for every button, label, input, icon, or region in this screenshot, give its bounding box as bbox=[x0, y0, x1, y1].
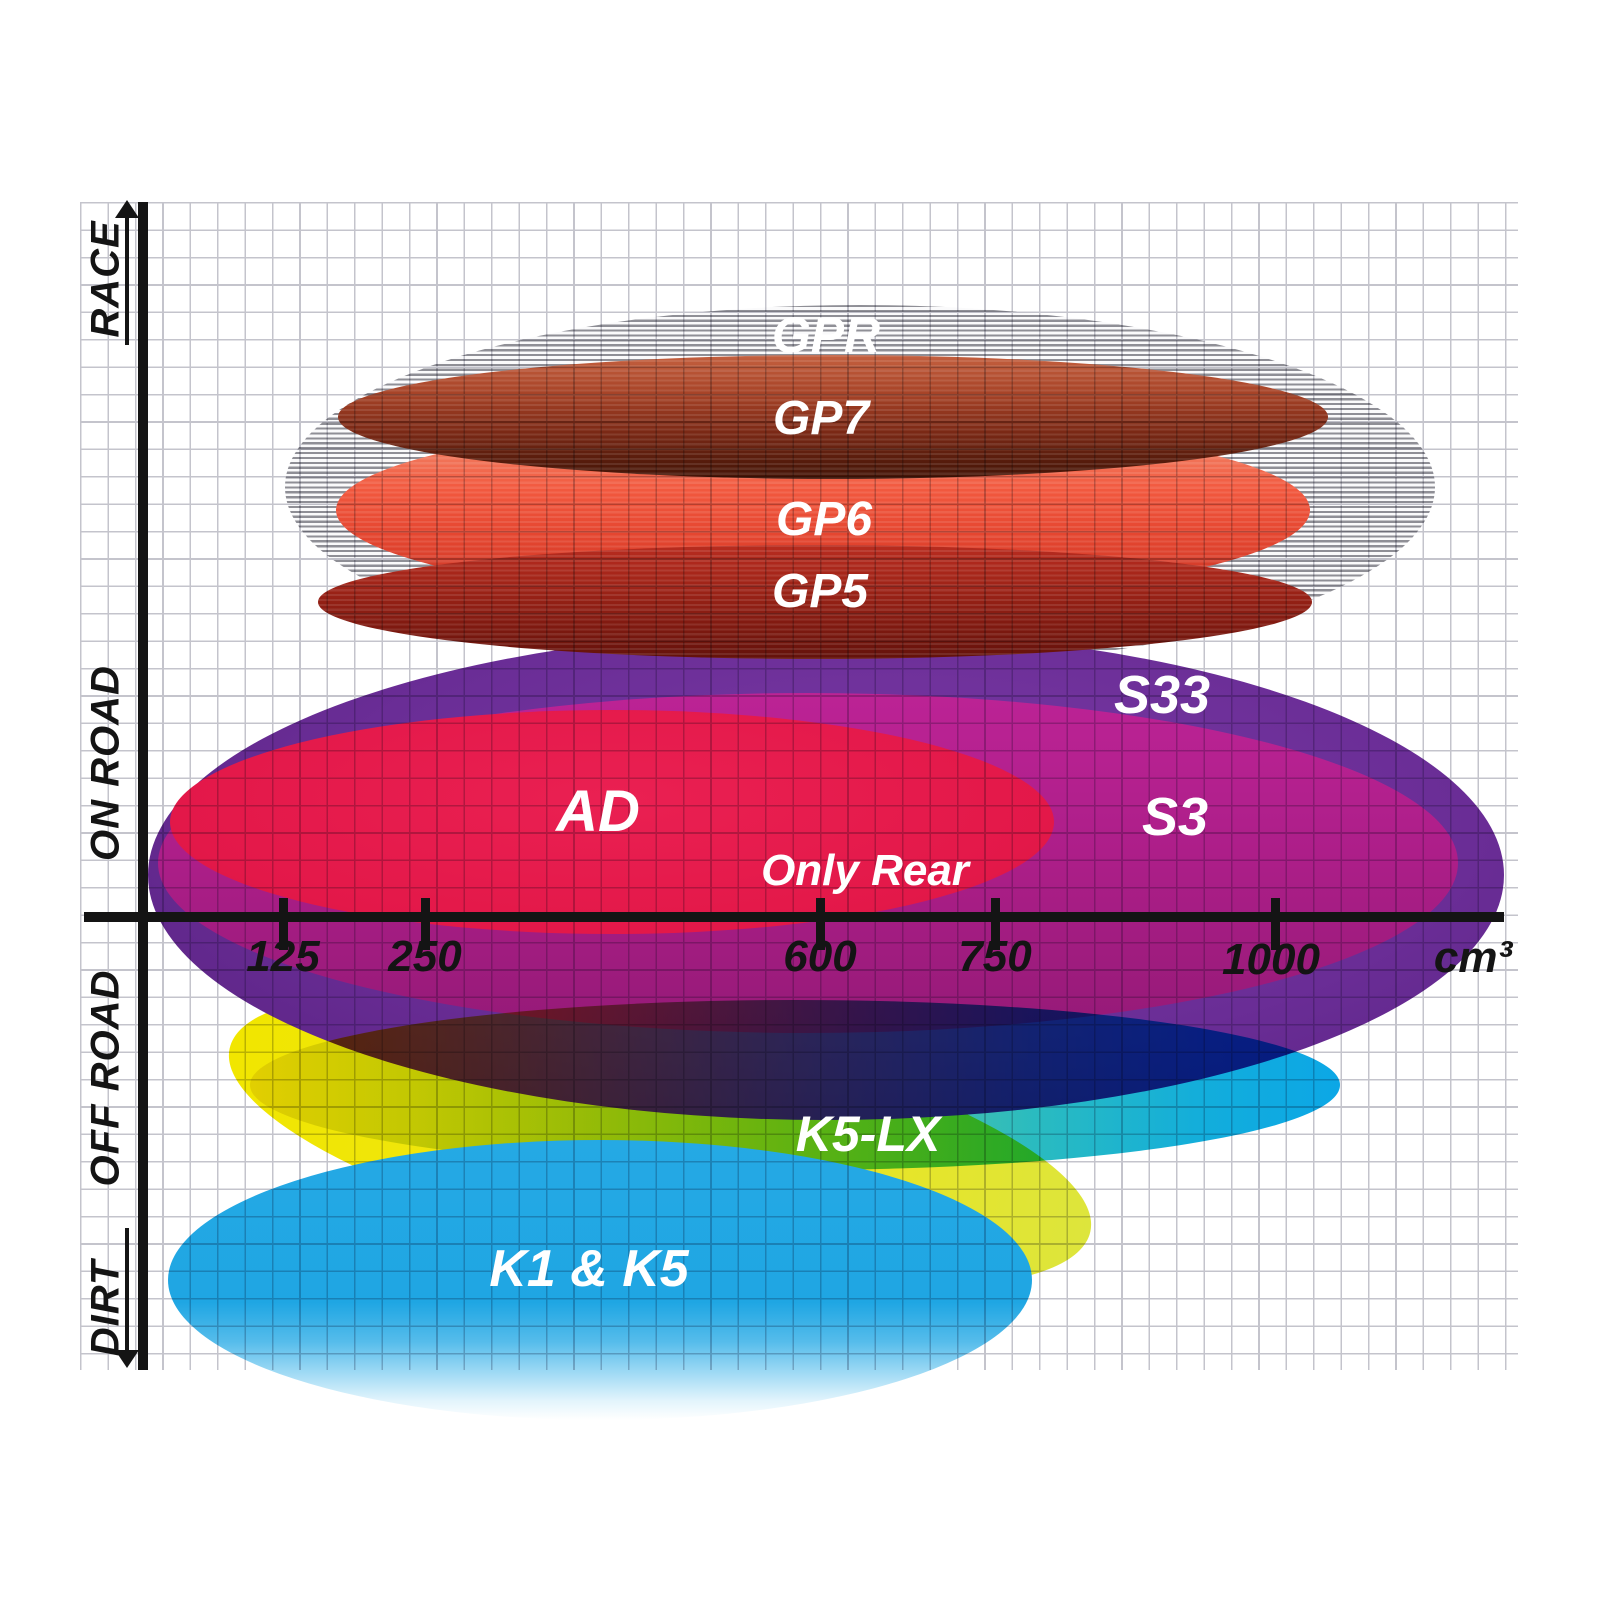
k5lx-label: K5-LX bbox=[795, 1106, 941, 1162]
gpr-label: GPR bbox=[771, 307, 881, 363]
x-tick-750 bbox=[990, 898, 1000, 950]
x-tick-125 bbox=[278, 898, 288, 950]
x-tick-label-1000: 1000 bbox=[1222, 935, 1320, 984]
x-tick-label-250: 250 bbox=[388, 932, 462, 981]
x-tick-250 bbox=[420, 898, 430, 950]
grid bbox=[80, 202, 1518, 1370]
arrow-up-icon bbox=[115, 200, 139, 218]
race-arrow-line bbox=[125, 214, 129, 345]
x-tick-label-125: 125 bbox=[246, 932, 320, 981]
gp5-label: GP5 bbox=[771, 565, 869, 618]
x-tick-label-750: 750 bbox=[958, 932, 1032, 981]
x-axis-unit-label: cm³ bbox=[1433, 933, 1513, 982]
x-tick-label-600: 600 bbox=[783, 932, 857, 981]
k1k5-label: K1 & K5 bbox=[489, 1240, 689, 1298]
dirt-arrow-line bbox=[125, 1228, 129, 1350]
only-rear-label: Only Rear bbox=[761, 846, 969, 895]
x-tick-1000 bbox=[1270, 898, 1280, 950]
s33-label: S33 bbox=[1113, 665, 1211, 725]
y-label-race: RACE bbox=[83, 220, 128, 338]
y-label-dirt: DIRT bbox=[83, 1259, 128, 1357]
gp6-label: GP6 bbox=[775, 493, 873, 546]
x-axis bbox=[84, 912, 1504, 922]
gp7-label: GP7 bbox=[772, 392, 870, 445]
x-tick-600 bbox=[815, 898, 825, 950]
ad-label: AD bbox=[556, 779, 640, 844]
s3-label: S3 bbox=[1141, 787, 1209, 847]
arrow-down-icon bbox=[115, 1350, 139, 1368]
y-axis bbox=[138, 202, 148, 1370]
y-label-on-road: ON ROAD bbox=[83, 665, 128, 861]
y-label-off-road: OFF ROAD bbox=[83, 969, 128, 1187]
